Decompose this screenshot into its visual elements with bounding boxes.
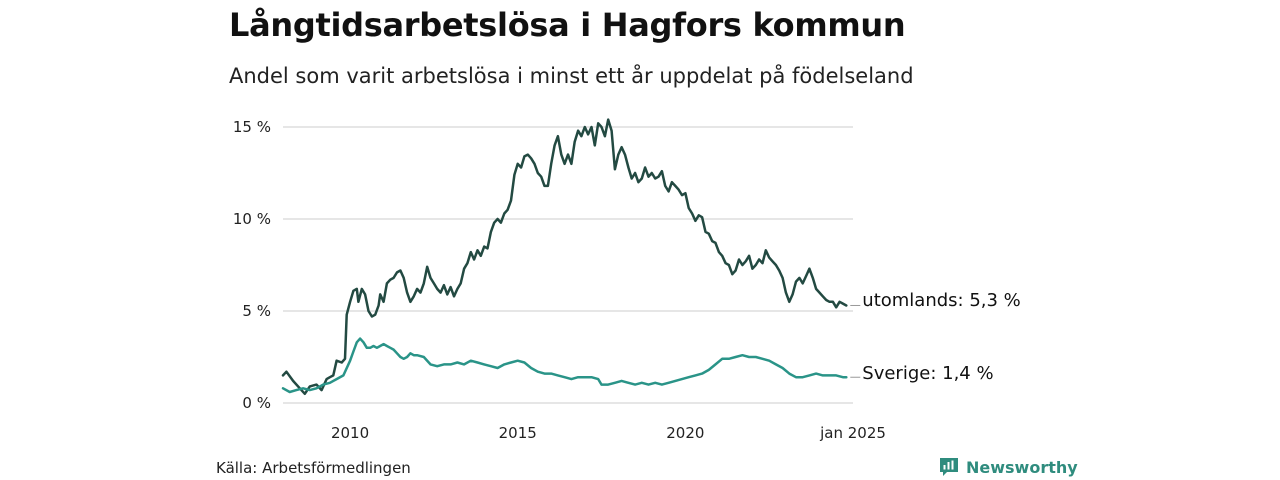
y-tick-label: 5 % xyxy=(242,302,271,320)
y-tick-label: 0 % xyxy=(242,394,271,412)
grid-lines xyxy=(283,126,853,404)
y-tick-label: 10 % xyxy=(233,210,271,228)
brand-name: Newsworthy xyxy=(966,457,1078,477)
series-line-sverige xyxy=(281,337,848,394)
y-axis-ticks: 0 % 5 % 10 % 15 % xyxy=(233,118,271,412)
series-line-utomlands xyxy=(281,118,848,396)
source-note: Källa: Arbetsförmedlingen xyxy=(216,459,411,477)
x-tick-label: jan 2025 xyxy=(819,424,886,442)
brand-logo[interactable]: Newsworthy xyxy=(938,456,1078,478)
series-lines xyxy=(281,118,848,396)
end-label-sverige: Sverige: 1,4 % xyxy=(862,363,993,384)
x-tick-label: 2020 xyxy=(666,424,704,442)
y-tick-label: 15 % xyxy=(233,118,271,136)
chart-title: Långtidsarbetslösa i Hagfors kommun xyxy=(229,6,906,44)
newsworthy-logo-icon xyxy=(940,458,958,476)
end-label-utomlands: utomlands: 5,3 % xyxy=(862,290,1021,311)
x-tick-label: 2010 xyxy=(331,424,369,442)
x-tick-label: 2015 xyxy=(499,424,537,442)
end-labels: utomlands: 5,3 % Sverige: 1,4 % xyxy=(850,290,1021,384)
x-axis-ticks: 2010 2015 2020 jan 2025 xyxy=(331,424,886,442)
chart-subtitle: Andel som varit arbetslösa i minst ett å… xyxy=(229,64,914,88)
